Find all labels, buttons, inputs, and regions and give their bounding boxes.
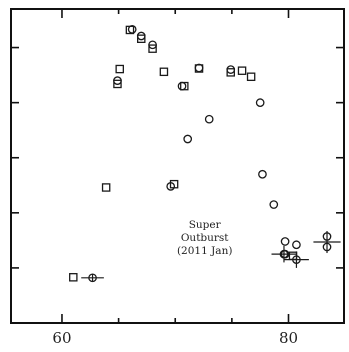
circle-point <box>113 76 122 85</box>
square-point <box>237 66 247 75</box>
circle-point <box>127 25 137 34</box>
circle-point <box>255 98 265 107</box>
circle-point <box>177 81 187 91</box>
square-point <box>115 64 124 74</box>
circle-point <box>322 232 332 241</box>
plot-frame <box>10 8 345 324</box>
circle-point <box>166 182 176 191</box>
annotation-line-3: (2011 Jan) <box>177 245 232 257</box>
circle-point <box>226 65 236 74</box>
square-point <box>148 44 157 53</box>
circle-point <box>88 273 97 283</box>
square-point <box>246 72 256 82</box>
circle-point <box>258 169 267 179</box>
circle-point <box>204 114 214 124</box>
x-tick-label: 60 <box>52 329 71 347</box>
square-point <box>137 34 146 43</box>
square-point <box>159 67 169 77</box>
x-tick-label: 80 <box>279 329 298 347</box>
circle-point <box>280 249 290 259</box>
axis-ticks: 60 80 <box>11 9 344 347</box>
circle-point <box>148 40 157 50</box>
square-point <box>113 79 122 89</box>
annotation-line-1: Super <box>189 219 222 231</box>
square-point <box>69 273 78 282</box>
annotation-line-2: Outburst <box>181 232 229 244</box>
super-outburst-annotation: Super Outburst (2011 Jan) <box>177 219 232 257</box>
circle-point <box>183 134 193 144</box>
circle-point <box>269 200 279 209</box>
circle-point <box>280 237 290 246</box>
circle-point <box>194 63 204 73</box>
circle-point <box>292 240 301 250</box>
data-points <box>69 25 332 283</box>
circle-point <box>322 242 332 252</box>
square-point <box>101 183 111 192</box>
circle-point <box>136 31 146 41</box>
circle-point <box>292 255 301 264</box>
square-point <box>226 68 235 77</box>
